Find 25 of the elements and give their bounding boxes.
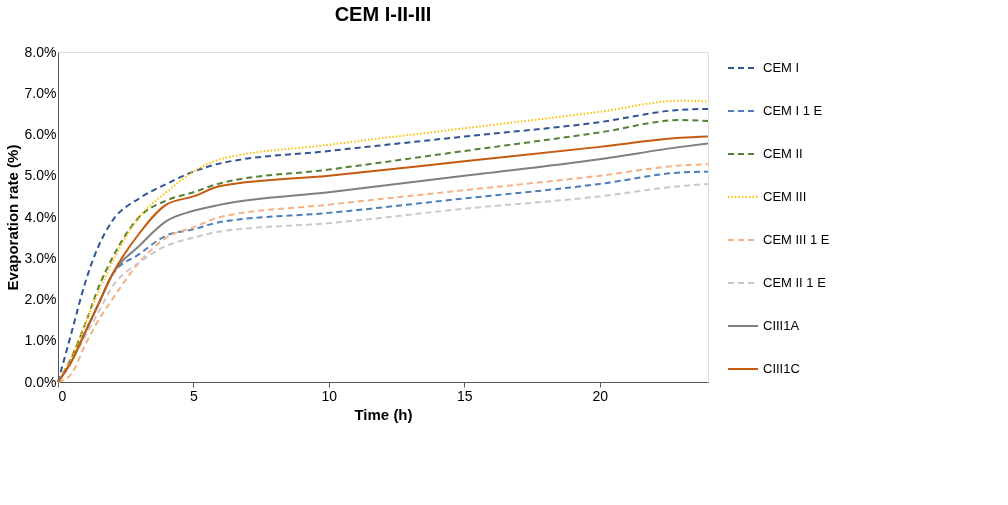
legend-label: CEM III [763, 189, 807, 204]
y-tick-label: 2.0% [24, 291, 57, 307]
y-tick-label: 5.0% [24, 167, 57, 184]
y-tick-label: 4.0% [24, 208, 57, 225]
y-axis-title: Evaporation rate (%) [3, 144, 21, 291]
y-tick-label: 1.0% [24, 332, 57, 349]
y-tick-label: 8.0% [24, 43, 57, 60]
x-tick-label: 20 [592, 387, 609, 404]
x-tick-label: 5 [190, 387, 199, 404]
legend-label: CEM I [763, 60, 800, 75]
y-tick-label: 7.0% [24, 84, 57, 101]
y-tick-label: 0.0% [24, 373, 57, 390]
x-tick-label: 10 [321, 387, 338, 404]
legend-label: CEM III 1 E [763, 232, 830, 247]
x-tick-label: 0 [58, 387, 67, 404]
legend-label: CEM II [763, 146, 803, 161]
chart-title: CEM I-II-III [334, 3, 432, 25]
x-tick-label: 15 [456, 387, 473, 404]
legend-label: CEM II 1 E [763, 275, 827, 290]
y-tick-label: 6.0% [24, 126, 57, 142]
legend-label: CIII1A [763, 318, 800, 333]
legend-label: CIII1C [763, 361, 800, 376]
legend-label: CEM I 1 E [763, 103, 823, 118]
x-axis-title: Time (h) [354, 405, 413, 423]
y-tick-label: 3.0% [24, 249, 57, 266]
